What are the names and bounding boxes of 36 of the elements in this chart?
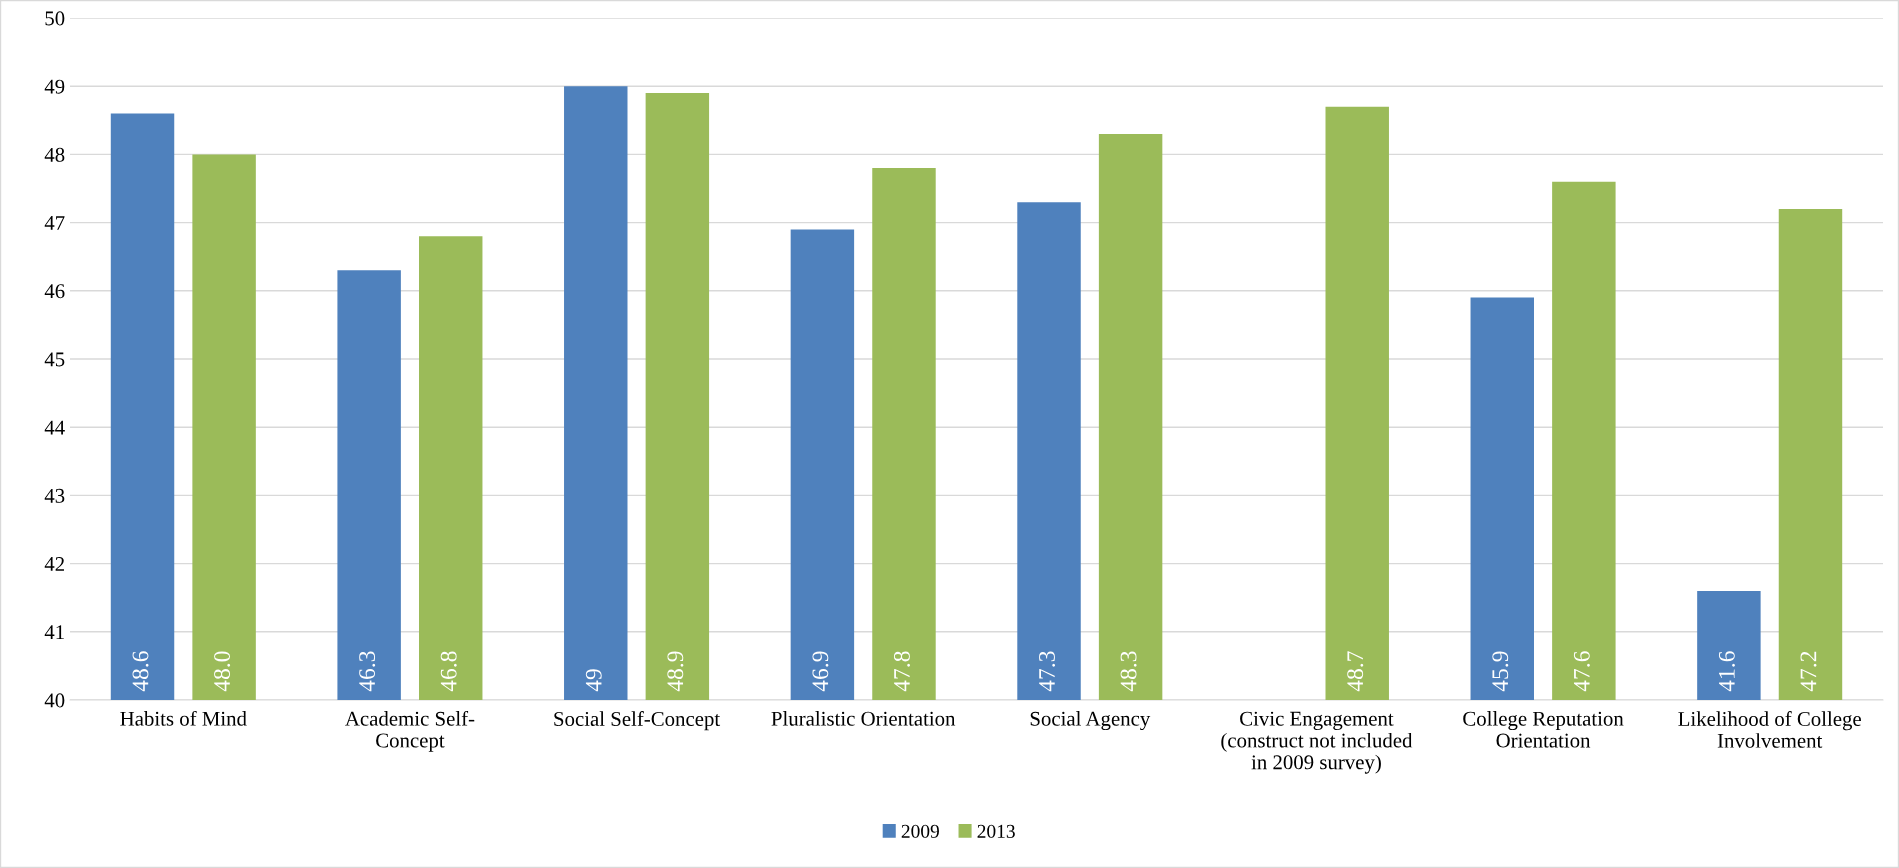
y-tick-label: 45	[44, 352, 65, 367]
y-tick-label: 40	[44, 693, 65, 708]
y-tick-label: 48	[44, 147, 65, 162]
x-tick-label: Social Agency	[1030, 711, 1151, 731]
x-tick-label: College Reputation Orientation	[1463, 711, 1624, 748]
x-tick-label: Likelihood of College Involvement	[1678, 711, 1861, 748]
data-label: 48.3	[1120, 651, 1137, 692]
y-tick-label: 50	[45, 11, 65, 26]
data-label: 47.2	[1800, 651, 1817, 692]
y-tick-label: 46	[44, 284, 65, 299]
data-label: 47.6	[1573, 651, 1590, 692]
y-tick-label: 49	[44, 79, 65, 94]
data-label: 48.0	[214, 651, 231, 692]
data-label: 48.7	[1347, 651, 1364, 692]
data-label: 49	[585, 669, 602, 692]
data-label: 47.8	[893, 651, 910, 692]
data-label: 46.3	[359, 651, 376, 692]
data-label: 45.9	[1492, 651, 1509, 692]
legend-label: 2009	[901, 824, 939, 838]
y-tick-label: 41	[44, 625, 64, 640]
data-label: 46.9	[812, 651, 829, 692]
data-label: 47.3	[1039, 651, 1056, 692]
x-tick-label: Social Self-Concept	[554, 711, 721, 731]
x-tick-label: Habits of Mind	[120, 710, 247, 726]
data-label: 41.6	[1718, 651, 1735, 692]
y-tick-label: 43	[44, 488, 65, 503]
x-tick-label: Civic Engagement (construct not included in 2009 survey)	[1221, 711, 1413, 774]
data-label: 48.9	[667, 651, 684, 692]
y-tick-label: 44	[44, 420, 65, 435]
data-label: 46.8	[440, 651, 457, 692]
data-label: 48.6	[132, 651, 149, 692]
y-tick-label: 47	[44, 216, 65, 230]
legend-label: 2013	[977, 824, 1015, 838]
y-tick-label: 42	[44, 557, 64, 571]
x-tick-label: Pluralistic Orientation	[771, 711, 956, 726]
x-tick-label: Academic Self- Concept	[345, 710, 475, 752]
